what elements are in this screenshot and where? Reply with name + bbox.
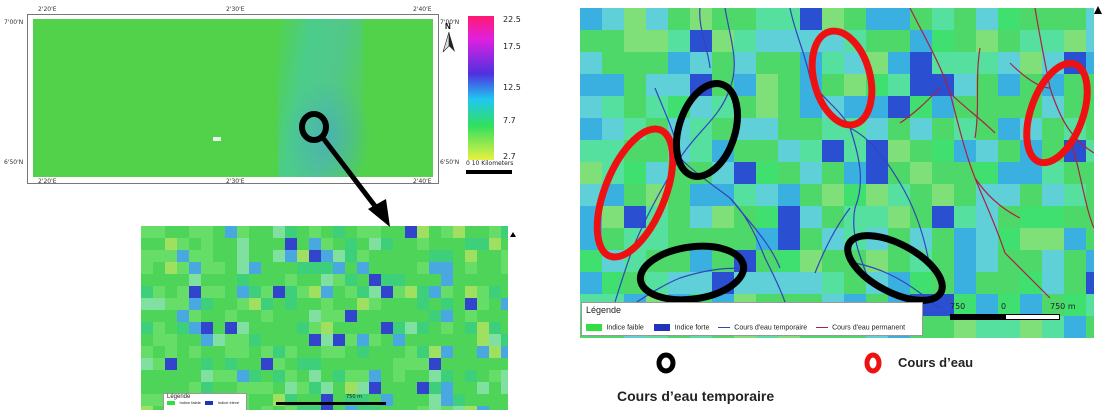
right-tick-1: 7'00'N [440,19,460,26]
zoom-connector [299,111,390,227]
top-tick-2: 2'30'E [226,6,245,13]
zoom-source-circle [299,111,329,143]
detail-legend-label-high: Indice forte [674,324,710,332]
bottom-tick-2: 2'30'E [226,178,245,185]
river-permanent-5 [1004,252,1051,299]
detail-north-marker-icon [1094,6,1102,14]
river-permanent-4 [974,177,1021,219]
overview-scale-bar [466,170,512,174]
zoom-legend-label-high: Indice élevé [217,400,240,405]
colorbar-label-2: 17.5 [503,42,521,51]
zoom-scale-label: 750 m [346,394,363,400]
bottom-tick-1: 2'20'E [38,178,57,185]
north-arrow-icon: N [441,22,457,54]
top-tick-3: 2'40'E [413,6,432,13]
zoom-arrow-line [321,136,380,212]
black-ellipse-key-icon [656,352,676,374]
detail-scale-right: 750 m [1050,302,1076,311]
detail-scale-left: 750 [950,302,966,311]
detail-legend-line-temporary [717,327,730,329]
black-ellipse-bottom-center [844,232,946,304]
black-ellipse-bottom-left [636,242,748,304]
river-temporary-7 [814,207,851,274]
left-tick-2: 6'50'N [4,159,24,166]
river-permanent-9 [1069,137,1094,229]
red-ellipse-left [593,125,677,261]
red-ellipse-right [1023,59,1091,167]
zoom-map: Légende Indice faible Indice élevé 750 m [141,226,508,410]
river-temporary-4 [699,8,711,69]
left-tick-1: 7'00'N [4,19,24,26]
bottom-tick-3: 2'40'E [413,178,432,185]
river-permanent-8 [899,87,941,124]
river-permanent-3 [974,47,981,139]
colorbar-label-4: 7.7 [503,116,516,125]
zoom-legend-swatch-high [205,401,214,405]
colorbar-label-3: 12.5 [503,83,521,92]
red-ellipse-center [808,27,876,129]
river-temporary-9 [854,262,941,309]
black-key-label: Cours d’eau temporaire [617,388,775,404]
zoom-legend-label-low: Indice faible [179,400,201,405]
detail-scale-bar [950,314,1060,320]
detail-legend-label-permanent: Cours d'eau permanent [832,324,906,332]
river-temporary-5 [849,127,931,269]
zoom-legend-title: Légende [167,394,191,400]
overview-raster [33,19,433,177]
detail-legend-swatch-high [654,324,671,332]
zoom-arrow-head-icon [368,199,390,227]
detail-legend-title: Légende [586,305,622,315]
black-ellipse-top [673,80,741,180]
colorbar [468,16,494,160]
river-permanent-1 [909,8,1006,254]
right-tick-2: 6'50'N [440,159,460,166]
detail-rivers [593,8,1094,319]
zoom-legend: Légende Indice faible Indice élevé [163,393,247,410]
detail-map: Légende Indice faible Indice forte Cours… [580,8,1094,338]
top-tick-1: 2'20'E [38,6,57,13]
zoom-legend-swatch-low [167,401,175,405]
detail-legend-swatch-low [586,324,602,332]
river-permanent-2 [949,92,996,134]
detail-legend-label-low: Indice faible [606,324,644,332]
detail-legend-line-permanent [815,327,828,329]
colorbar-label-1: 22.5 [503,15,521,24]
red-key-label: Cours d’eau [898,355,974,370]
overview-map-frame: 2'20'E 2'30'E 2'40'E 2'20'E 2'30'E 2'40'… [4,6,459,185]
detail-legend-label-temporary: Cours d'eau temporaire [734,324,808,332]
north-label: N [445,22,451,31]
river-permanent-7 [1009,62,1051,89]
zoom-scale-bar [276,402,386,405]
red-ellipse-key-icon [864,352,882,374]
overview-scale-label: 0 10 Kilometers [466,160,514,167]
overview-white-speck [213,137,221,141]
detail-scale-mid: 0 [1001,302,1007,311]
river-temporary-2 [679,157,791,319]
river-temporary-6 [729,197,781,269]
colorbar-label-5: 2.7 [503,152,516,161]
detail-legend: Légende Indice faible Indice forte Cours… [581,302,923,336]
zoom-north-marker-icon [510,232,516,237]
